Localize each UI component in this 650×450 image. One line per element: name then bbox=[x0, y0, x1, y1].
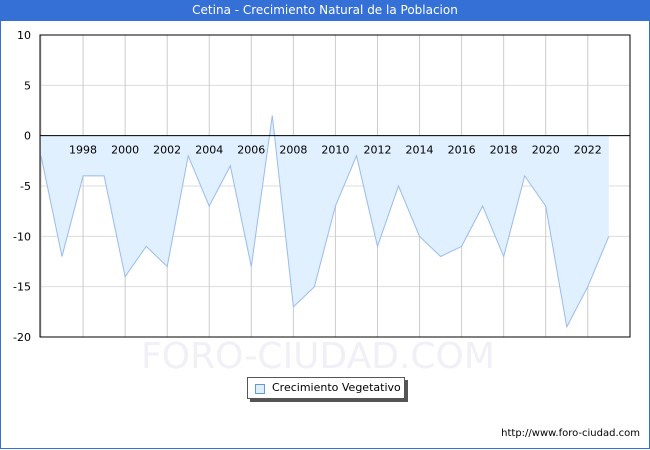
source-url: http://www.foro-ciudad.com bbox=[501, 428, 640, 439]
svg-text:2016: 2016 bbox=[448, 144, 476, 157]
y-axis-ticks: 10 5 0 -5 -10 -15 -20 bbox=[13, 29, 31, 344]
watermark: FORO-CIUDAD.COM bbox=[141, 336, 495, 377]
svg-text:2020: 2020 bbox=[532, 144, 560, 157]
data-area bbox=[41, 115, 609, 327]
svg-text:-10: -10 bbox=[13, 230, 31, 243]
svg-text:0: 0 bbox=[24, 130, 31, 143]
plot-border bbox=[39, 34, 631, 338]
svg-text:-15: -15 bbox=[13, 281, 31, 294]
svg-text:2000: 2000 bbox=[111, 144, 139, 157]
svg-text:2022: 2022 bbox=[574, 144, 602, 157]
svg-text:2018: 2018 bbox=[490, 144, 518, 157]
legend-swatch bbox=[255, 384, 265, 394]
svg-text:2010: 2010 bbox=[321, 144, 349, 157]
legend-label: Crecimiento Vegetativo bbox=[272, 381, 401, 394]
svg-text:-20: -20 bbox=[13, 331, 31, 344]
svg-text:2002: 2002 bbox=[153, 144, 181, 157]
svg-text:2014: 2014 bbox=[406, 144, 434, 157]
svg-text:2012: 2012 bbox=[363, 144, 391, 157]
svg-text:1998: 1998 bbox=[69, 144, 97, 157]
svg-text:5: 5 bbox=[24, 79, 31, 92]
svg-text:2004: 2004 bbox=[195, 144, 223, 157]
chart-title: Cetina - Crecimiento Natural de la Pobla… bbox=[0, 0, 650, 21]
svg-text:2008: 2008 bbox=[279, 144, 307, 157]
svg-text:10: 10 bbox=[17, 29, 31, 42]
legend: Crecimiento Vegetativo bbox=[247, 377, 405, 399]
svg-text:-5: -5 bbox=[20, 180, 31, 193]
x-axis-ticks: 1998 2000 2002 2004 2006 2008 2010 2012 2014 2016… bbox=[69, 144, 602, 157]
data-line bbox=[40, 115, 610, 329]
svg-text:2006: 2006 bbox=[237, 144, 265, 157]
